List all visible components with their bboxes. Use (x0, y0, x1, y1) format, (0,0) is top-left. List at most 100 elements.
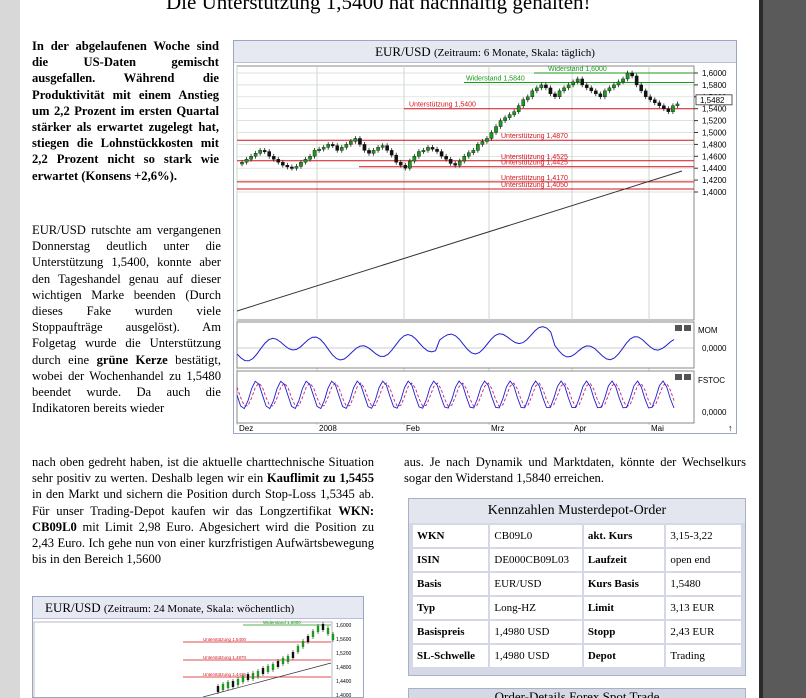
kennzahlen-key: Stopp (583, 621, 665, 643)
candle (548, 87, 553, 95)
wide-text-2: in den Markt und sichern die Position du… (32, 487, 374, 518)
candle (276, 159, 281, 163)
chart-title-main: EUR/USD (375, 44, 431, 59)
panel-control-icon (675, 374, 682, 380)
y-tick-label: 1,4800 (702, 140, 727, 149)
candle (258, 150, 262, 154)
candle (244, 159, 249, 163)
kennzahlen-row: WKN CB09L0 akt. Kurs 3,15-3,22 (413, 525, 741, 547)
kennzahlen-value: DE000CB09L03 (490, 549, 582, 571)
candle (634, 75, 639, 86)
eurusd-daily-chart: EUR/USD (Zeitraum: 6 Monate, Skala: tägl… (233, 40, 737, 434)
level-label: Unterstützung 1,4525 (501, 154, 568, 161)
candle (535, 87, 539, 92)
weekly-candle (216, 686, 220, 692)
candle (566, 84, 571, 89)
weekly-candle (251, 673, 255, 679)
weekly-y-label: 1,4400 (336, 679, 352, 685)
candle (358, 138, 362, 145)
kennzahlen-value: EUR/USD (490, 573, 582, 595)
candle (575, 78, 580, 83)
candle (671, 105, 675, 112)
weekly-candle (266, 666, 270, 672)
candle (308, 156, 312, 160)
candle (498, 120, 503, 127)
candle (457, 160, 462, 166)
candle (435, 148, 439, 152)
candle (630, 72, 634, 77)
kennzahlen-table: WKN CB09L0 akt. Kurs 3,15-3,22 ISIN DE000CB09… (411, 523, 743, 669)
mom-line (236, 326, 675, 362)
weekly-trend-line (202, 662, 332, 697)
weekly-candle (281, 658, 285, 664)
last-price-tag (695, 94, 733, 106)
page-shadow (759, 0, 763, 698)
weekly-candle (306, 636, 310, 642)
weekly-candle (291, 652, 295, 658)
candle (598, 93, 603, 98)
candle (385, 145, 389, 151)
y-tick-label: 1,4000 (702, 188, 727, 197)
candle (616, 81, 621, 86)
candle (303, 159, 308, 163)
candle (317, 148, 321, 151)
y-tick-label: 1,5400 (702, 105, 727, 114)
candle (349, 141, 353, 145)
fstoc-line (236, 380, 675, 410)
column-text-bold: grüne Kerze (96, 352, 168, 367)
chart2-title-main: EUR/USD (45, 600, 101, 615)
candle (512, 111, 516, 115)
candle (525, 96, 530, 100)
kennzahlen-value: 1,4980 USD (490, 645, 582, 667)
x-axis-label: Feb (406, 424, 420, 433)
weekly-candle (276, 661, 280, 667)
candle (326, 144, 330, 148)
trend-line (236, 170, 683, 312)
wide-text-bold-2: WKN: CB09L0 (32, 503, 375, 534)
candle (448, 159, 453, 164)
candle (321, 147, 326, 150)
kennzahlen-value: Trading (666, 645, 741, 667)
level-label: Unterstützung 1,4170 (501, 175, 568, 182)
wide-text-1: nach oben gedreht haben, ist die aktuell… (32, 455, 374, 486)
right-paragraph: aus. Je nach Dynamik und Marktdaten, kön… (404, 455, 746, 486)
kennzahlen-key: Laufzeit (583, 549, 665, 571)
fstoc-label: FSTOC (698, 376, 725, 385)
candle (675, 103, 680, 106)
weekly-candle (236, 679, 240, 685)
weekly-level-label: Unterstützung 1,4425 (203, 672, 247, 677)
candle (662, 105, 666, 109)
candle (362, 144, 367, 151)
candle (453, 163, 457, 166)
candle (271, 156, 276, 160)
level-label: Unterstützung 1,5400 (409, 102, 476, 109)
candle (471, 150, 476, 153)
candle (625, 72, 630, 80)
kennzahlen-value: open end (666, 549, 741, 571)
candle (353, 138, 358, 142)
y-tick-label: 1,4400 (702, 164, 727, 173)
kennzahlen-row: ISIN DE000CB09L03 Laufzeit open end (413, 549, 741, 571)
candle (485, 138, 489, 142)
kennzahlen-key: Typ (413, 597, 489, 619)
candle (539, 84, 544, 89)
wide-paragraph: nach oben gedreht haben, ist die aktuell… (32, 454, 374, 567)
order-details-title: Order-Details Forex Spot Trade (408, 688, 746, 698)
y-tick-label: 1,4600 (702, 152, 727, 161)
candle (530, 90, 535, 98)
x-axis-label: Apr (574, 424, 587, 433)
level-label: Unterstützung 1,4870 (501, 133, 568, 140)
column-text-2: bestätigt, wobei der Wochenhandel zu 1,5… (32, 352, 221, 416)
candle (584, 84, 589, 89)
chart2-title-sub: (Zeitraum: 24 Monate, Skala: wöchentlich… (103, 603, 295, 615)
candle (639, 84, 643, 92)
level-label: Widerstand 1,6000 (548, 66, 607, 73)
kennzahlen-value: 2,43 EUR (666, 621, 741, 643)
candle (507, 114, 512, 118)
weekly-candle (221, 684, 225, 690)
weekly-level-label: Unterstützung 1,5400 (203, 637, 247, 642)
candle (594, 90, 598, 95)
weekly-y-label: 1,5200 (336, 651, 352, 657)
candle (267, 151, 272, 157)
candle (380, 145, 385, 148)
